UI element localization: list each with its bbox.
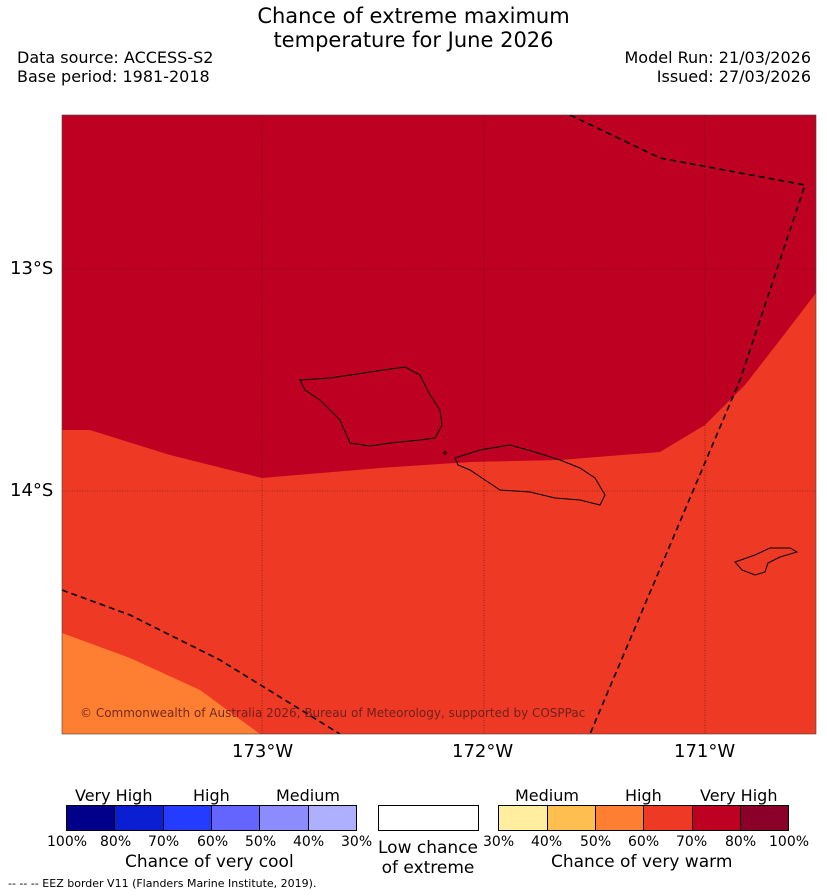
title-line-1: Chance of extreme maximum — [257, 4, 570, 28]
warm-swatch-2 — [547, 805, 596, 831]
warm-swatch-3 — [595, 805, 644, 831]
cool-heading-high: High — [193, 786, 230, 805]
cool-heading-very-high: Very High — [75, 786, 153, 805]
cool-tick: 40% — [293, 834, 325, 850]
meta-right: Model Run: 21/03/2026 Issued: 27/03/2026 — [625, 48, 812, 86]
issued-date: Issued: 27/03/2026 — [656, 67, 811, 86]
lat-label-13s: 13°S — [10, 258, 54, 279]
warm-tick: 40% — [531, 834, 563, 850]
cool-swatch-6 — [308, 805, 357, 831]
map-frame — [61, 114, 817, 735]
chart-title: Chance of extreme maximum temperature fo… — [0, 4, 827, 52]
warm-tick: 50% — [580, 834, 612, 850]
warm-swatch-4 — [643, 805, 693, 831]
cool-swatch-1 — [66, 805, 115, 831]
title-line-2: temperature for June 2026 — [273, 28, 554, 52]
map-panel — [61, 114, 817, 735]
island-upolu — [454, 444, 606, 506]
islands — [299, 366, 799, 576]
low-chance-line2: of extreme — [381, 858, 475, 878]
eez-border — [62, 115, 807, 734]
warm-legend-title: Chance of very warm — [551, 852, 733, 872]
warm-tick: 70% — [676, 834, 708, 850]
lon-label-172w: 172°W — [452, 741, 514, 762]
graticule — [62, 115, 816, 734]
cool-swatch-5 — [259, 805, 309, 831]
cool-swatch-4 — [211, 805, 260, 831]
cool-tick: 100% — [47, 834, 88, 850]
warm-heading-very-high: Very High — [700, 786, 778, 805]
cool-tick: 50% — [245, 834, 277, 850]
island-savaii — [299, 366, 443, 447]
cool-heading-medium: Medium — [276, 786, 340, 805]
warm-tick: 30% — [483, 834, 515, 850]
island-tutuila — [734, 547, 799, 576]
region-70-80 — [62, 115, 816, 478]
cool-tick: 80% — [100, 834, 132, 850]
cool-swatch-2 — [114, 805, 164, 831]
warm-swatch-1 — [498, 805, 548, 831]
region-50-60 — [62, 633, 260, 734]
cool-legend-title: Chance of very cool — [125, 852, 294, 872]
warm-swatch-5 — [692, 805, 741, 831]
warm-tick: 60% — [628, 834, 660, 850]
model-run: Model Run: 21/03/2026 — [624, 48, 812, 67]
data-source: Data source: ACCESS-S2 — [17, 48, 214, 67]
eez-footnote: -- -- -- EEZ border V11 (Flanders Marine… — [8, 877, 317, 890]
meta-left: Data source: ACCESS-S2 Base period: 1981… — [17, 48, 213, 86]
lat-label-14s: 14°S — [10, 480, 54, 501]
cool-tick: 60% — [197, 834, 229, 850]
cool-tick: 30% — [341, 834, 373, 850]
low-chance-line1: Low chance — [378, 838, 478, 858]
lon-label-173w: 173°W — [232, 741, 294, 762]
base-period: Base period: 1981-2018 — [17, 67, 210, 86]
cool-swatch-3 — [163, 805, 212, 831]
lon-label-171w: 171°W — [674, 741, 736, 762]
warm-tick: 80% — [725, 834, 757, 850]
warm-heading-medium: Medium — [515, 786, 579, 805]
copyright-credit: © Commonwealth of Australia 2026, Bureau… — [80, 706, 586, 720]
low-chance-label: Low chance of extreme — [370, 838, 486, 878]
low-chance-swatch — [378, 805, 479, 831]
warm-heading-high: High — [625, 786, 662, 805]
warm-swatch-6 — [740, 805, 789, 831]
warm-tick: 100% — [769, 834, 810, 850]
cool-tick: 70% — [148, 834, 180, 850]
